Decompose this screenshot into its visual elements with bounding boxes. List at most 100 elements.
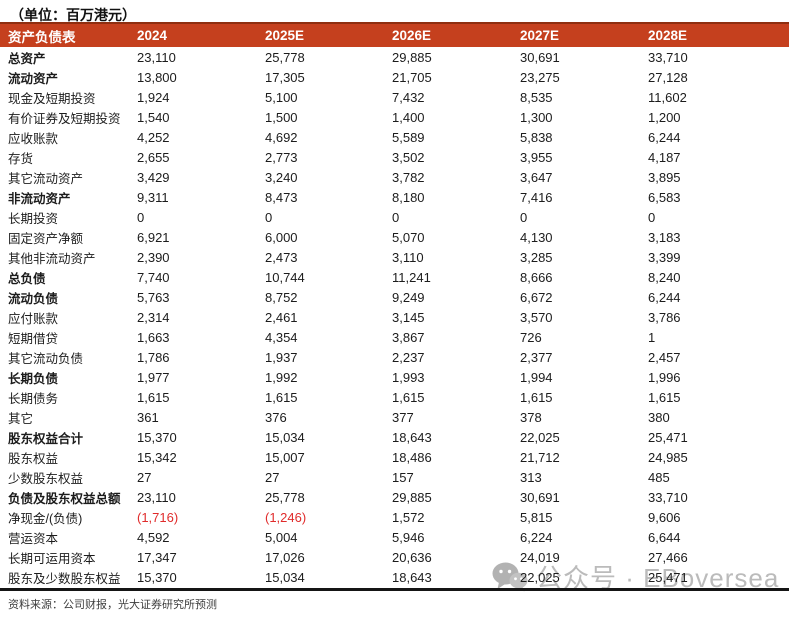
table-row: 营运资本 4,592 5,004 5,946 6,224 6,644 [0, 527, 789, 547]
row-label: 营运资本 [8, 531, 59, 546]
table-body: 总资产 23,110 25,778 29,885 30,691 33,710 流动资产 13,… [0, 47, 789, 587]
cell-value: 24,985 [648, 449, 688, 465]
table-row: 非流动资产 9,311 8,473 8,180 7,416 6,583 [0, 187, 789, 207]
cell-value: 20,636 [392, 549, 432, 565]
cell-value: 361 [137, 409, 159, 425]
cell-value: 1,615 [137, 389, 170, 405]
row-label: 存货 [8, 151, 34, 166]
cell-value: 4,592 [137, 529, 170, 545]
row-label: 应收账款 [8, 131, 59, 146]
cell-value: 3,110 [392, 249, 424, 265]
cell-value: 4,187 [648, 149, 681, 165]
cell-value: 5,589 [392, 129, 425, 145]
row-label: 其他非流动资产 [8, 251, 96, 266]
cell-value: 9,311 [137, 189, 169, 205]
cell-value: 1,992 [265, 369, 298, 385]
cell-value: 6,224 [520, 529, 553, 545]
cell-value: 0 [520, 209, 528, 225]
cell-value: 27,128 [648, 69, 688, 85]
cell-value: 25,778 [265, 49, 305, 65]
table-row: 股东权益 15,342 15,007 18,486 21,712 24,985 [0, 447, 789, 467]
cell-value: 1,615 [265, 389, 298, 405]
cell-value: 7,416 [520, 189, 553, 205]
table-row: 现金及短期投资 1,924 5,100 7,432 8,535 11,602 [0, 87, 789, 107]
cell-value: 1,540 [137, 109, 170, 125]
cell-value: 15,034 [265, 429, 305, 445]
cell-value: 3,570 [520, 309, 553, 325]
cell-value: 0 [648, 209, 656, 225]
cell-value: 15,342 [137, 449, 177, 465]
cell-value: 3,240 [265, 169, 298, 185]
cell-value: 5,815 [520, 509, 553, 525]
cell-value: 3,955 [520, 149, 553, 165]
cell-value: 3,786 [648, 309, 681, 325]
cell-value: 8,473 [265, 189, 298, 205]
cell-value: 8,666 [520, 269, 553, 285]
cell-value: 8,180 [392, 189, 425, 205]
column-header-2027e: 2027E [520, 22, 648, 47]
cell-value: 3,647 [520, 169, 553, 185]
row-label: 长期债务 [8, 391, 59, 406]
cell-value: 17,305 [265, 69, 305, 85]
row-label: 流动负债 [8, 291, 59, 306]
cell-value: 2,237 [392, 349, 425, 365]
cell-value: 27 [137, 469, 152, 485]
cell-value: 2,457 [648, 349, 681, 365]
table-row: 长期债务 1,615 1,615 1,615 1,615 1,615 [0, 387, 789, 407]
cell-value: 11,241 [392, 269, 431, 285]
cell-value: (1,246) [265, 509, 307, 525]
cell-value: 2,377 [520, 349, 553, 365]
table-row: 长期负债 1,977 1,992 1,993 1,994 1,996 [0, 367, 789, 387]
column-header-2026e: 2026E [392, 22, 520, 47]
cell-value: 3,429 [137, 169, 170, 185]
cell-value: 4,130 [520, 229, 553, 245]
cell-value: 33,710 [648, 49, 688, 65]
cell-value: 376 [265, 409, 287, 425]
cell-value: 2,461 [265, 309, 298, 325]
row-label: 股东权益合计 [8, 431, 84, 446]
table-row: 应收账款 4,252 4,692 5,589 5,838 6,244 [0, 127, 789, 147]
cell-value: 0 [392, 209, 400, 225]
row-label: 股东及少数股东权益 [8, 571, 121, 586]
cell-value: 1,937 [265, 349, 298, 365]
cell-value: 27 [265, 469, 280, 485]
cell-value: 9,249 [392, 289, 425, 305]
cell-value: 15,370 [137, 429, 177, 445]
table-row: 长期可运用资本 17,347 17,026 20,636 24,019 27,466 [0, 547, 789, 567]
cell-value: 3,782 [392, 169, 425, 185]
cell-value: 7,432 [392, 89, 425, 105]
row-label: 净现金/(负债) [8, 511, 83, 526]
cell-value: 5,004 [265, 529, 298, 545]
cell-value: 5,100 [265, 89, 298, 105]
cell-value: 1,996 [648, 369, 681, 385]
row-label: 长期负债 [8, 371, 59, 386]
cell-value: 1,994 [520, 369, 553, 385]
cell-value: 17,347 [137, 549, 177, 565]
cell-value: 8,752 [265, 289, 298, 305]
column-header-2028e: 2028E [648, 22, 789, 47]
row-label: 应付账款 [8, 311, 59, 326]
row-label: 总资产 [8, 51, 46, 66]
row-label: 长期投资 [8, 211, 59, 226]
row-label: 长期可运用资本 [8, 551, 96, 566]
cell-value: 18,643 [392, 569, 432, 585]
cell-value: 24,019 [520, 549, 560, 565]
cell-value: 23,110 [137, 489, 176, 505]
table-row: 净现金/(负债) (1,716) (1,246) 1,572 5,815 9,606 [0, 507, 789, 527]
cell-value: 8,535 [520, 89, 553, 105]
cell-value: 6,583 [648, 189, 681, 205]
table-title: 资产负债表 [0, 22, 137, 47]
cell-value: 1,500 [265, 109, 298, 125]
cell-value: 5,763 [137, 289, 170, 305]
cell-value: 2,473 [265, 249, 298, 265]
cell-value: 6,000 [265, 229, 298, 245]
cell-value: 1,663 [137, 329, 170, 345]
cell-value: 1,400 [392, 109, 425, 125]
table-row: 其它流动资产 3,429 3,240 3,782 3,647 3,895 [0, 167, 789, 187]
row-label: 非流动资产 [8, 191, 71, 206]
row-label: 总负债 [8, 271, 46, 286]
cell-value: 29,885 [392, 489, 432, 505]
table-row: 总负债 7,740 10,744 11,241 8,666 8,240 [0, 267, 789, 287]
row-label: 少数股东权益 [8, 471, 84, 486]
